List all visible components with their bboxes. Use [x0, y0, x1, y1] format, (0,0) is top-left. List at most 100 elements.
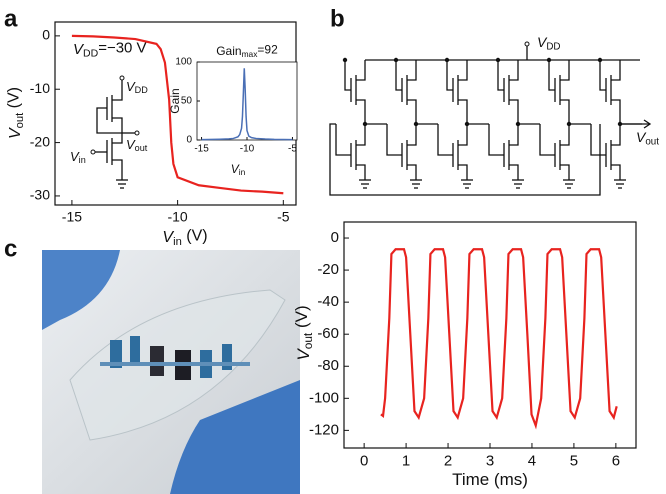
wire: [458, 60, 468, 81]
vdd-label: VDD: [126, 79, 148, 95]
terminal: [119, 75, 125, 81]
panel-label: c: [4, 235, 17, 262]
node: [413, 121, 419, 127]
label-part: V: [294, 348, 313, 361]
y-axis-label: Gain: [168, 88, 182, 113]
x-tick-label: -15: [62, 208, 82, 224]
label-part: Gain: [216, 44, 241, 58]
node: [444, 57, 450, 63]
y-axis-label: Vout (V): [6, 87, 26, 139]
node: [566, 121, 572, 127]
wire: [599, 60, 606, 91]
wire: [458, 164, 468, 180]
wire: [395, 60, 402, 91]
annotation: VDD=−30 V: [73, 39, 147, 59]
x-tick-label: -5: [288, 144, 297, 155]
wire: [344, 60, 351, 91]
label-part: V: [636, 129, 647, 145]
wire: [488, 124, 504, 156]
label-part: Gain: [168, 88, 182, 113]
x-axis-label: Time (ms): [452, 470, 528, 489]
label-part: DD: [135, 86, 149, 96]
label-part: V: [70, 149, 80, 164]
node: [597, 57, 603, 63]
y-tick-label: -100: [309, 389, 339, 406]
wire: [509, 60, 519, 81]
wire: [539, 124, 555, 156]
wire: [407, 164, 417, 180]
label-part: in: [173, 236, 182, 248]
y-tick-label: -80: [317, 357, 339, 374]
wire: [112, 133, 123, 144]
label-part: (V): [182, 228, 208, 245]
label-part: V: [126, 79, 136, 94]
y-tick-label: -120: [309, 421, 339, 438]
wire: [112, 80, 123, 101]
x-tick-label: 6: [612, 452, 620, 469]
wire: [560, 60, 570, 81]
x-tick-label: 4: [528, 452, 536, 469]
x-tick-label: 5: [570, 452, 578, 469]
node: [362, 121, 368, 127]
data-line: [71, 34, 284, 195]
wire: [335, 124, 351, 156]
y-tick-label: 100: [175, 57, 192, 68]
label-part: V: [231, 162, 240, 176]
wire: [497, 60, 504, 91]
y-tick-label: -20: [317, 261, 339, 278]
y-tick-label: 50: [181, 96, 193, 107]
y-tick-label: 0: [42, 27, 50, 43]
node: [342, 57, 348, 63]
label-part: V: [7, 127, 24, 139]
terminal: [524, 41, 530, 47]
wire: [386, 124, 402, 156]
x-tick-label: -15: [194, 144, 209, 155]
vdd-label: VDD: [537, 34, 561, 52]
label-part: out: [301, 332, 315, 349]
wire: [548, 60, 555, 91]
label-part: (V): [6, 87, 23, 113]
wire: [329, 123, 601, 196]
y-tick-label: -10: [30, 80, 50, 96]
panel-label: a: [4, 5, 18, 32]
y-tick-label: 0: [186, 135, 192, 146]
x-axis-label: Vin: [231, 162, 246, 177]
label-part: max: [242, 49, 259, 59]
label-part: =92: [257, 43, 278, 57]
inset-title: Gainmax=92: [216, 43, 278, 59]
wire: [560, 164, 570, 180]
label-part: V: [537, 34, 548, 50]
y-axis-label: Vout (V): [293, 305, 316, 360]
label-part: (V): [293, 305, 312, 332]
node: [393, 57, 399, 63]
x-axis-label: Vin (V): [162, 228, 207, 248]
label-part: out: [645, 136, 659, 147]
wire: [446, 60, 453, 91]
wire: [590, 124, 606, 156]
x-tick-label: 2: [444, 452, 452, 469]
wire: [509, 164, 519, 180]
label-part: out: [14, 112, 26, 128]
y-tick-label: -20: [30, 133, 50, 149]
panel-label: b: [330, 5, 345, 32]
y-tick-label: -40: [317, 293, 339, 310]
y-tick-label: 0: [331, 229, 339, 246]
wire: [611, 60, 621, 81]
wire: [643, 119, 652, 129]
node: [464, 121, 470, 127]
x-tick-label: 1: [402, 452, 410, 469]
wire: [437, 124, 453, 156]
wire: [611, 164, 621, 180]
wire: [112, 117, 123, 133]
label-part: in: [239, 167, 246, 177]
y-tick-label: -30: [30, 187, 50, 203]
label-part: out: [135, 144, 148, 154]
photo: [42, 250, 300, 494]
wire: [96, 107, 122, 134]
vout-label: Vout: [636, 129, 659, 147]
vout-label: Vout: [126, 137, 148, 153]
data-line: [380, 248, 618, 430]
x-tick-label: -5: [277, 208, 290, 224]
y-tick-label: -60: [317, 325, 339, 342]
